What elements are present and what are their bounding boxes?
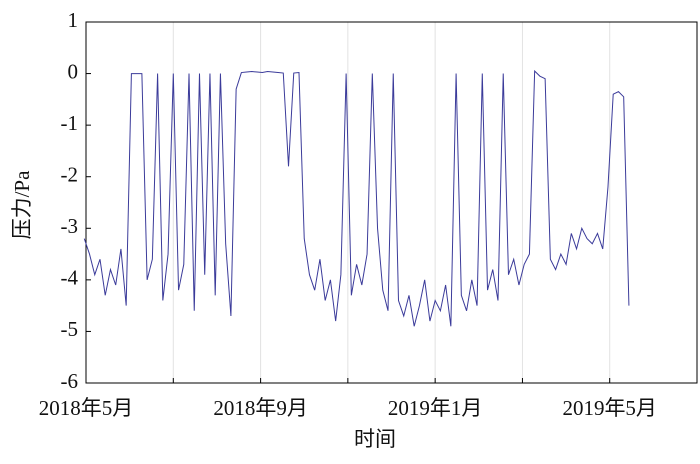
data-line bbox=[83, 69, 630, 327]
plot-frame bbox=[85, 21, 698, 384]
x-tick-label: 2019年1月 bbox=[388, 396, 483, 420]
x-tick-label: 2019年5月 bbox=[562, 396, 657, 420]
y-axis-label: 压力/Pa bbox=[10, 170, 34, 240]
y-tick-label: -3 bbox=[61, 214, 79, 238]
y-tick-label: 1 bbox=[68, 8, 79, 32]
y-tick-label: 0 bbox=[68, 59, 79, 83]
x-tick-label: 2018年9月 bbox=[213, 396, 308, 420]
x-tick-label: 2018年5月 bbox=[39, 396, 134, 420]
y-tick-label: -6 bbox=[61, 369, 79, 393]
y-tick-label: -5 bbox=[61, 317, 79, 341]
y-tick-label: -2 bbox=[61, 163, 79, 187]
x-axis-label: 时间 bbox=[354, 427, 396, 451]
y-tick-label: -1 bbox=[61, 111, 79, 135]
y-tick-label: -4 bbox=[61, 266, 79, 290]
